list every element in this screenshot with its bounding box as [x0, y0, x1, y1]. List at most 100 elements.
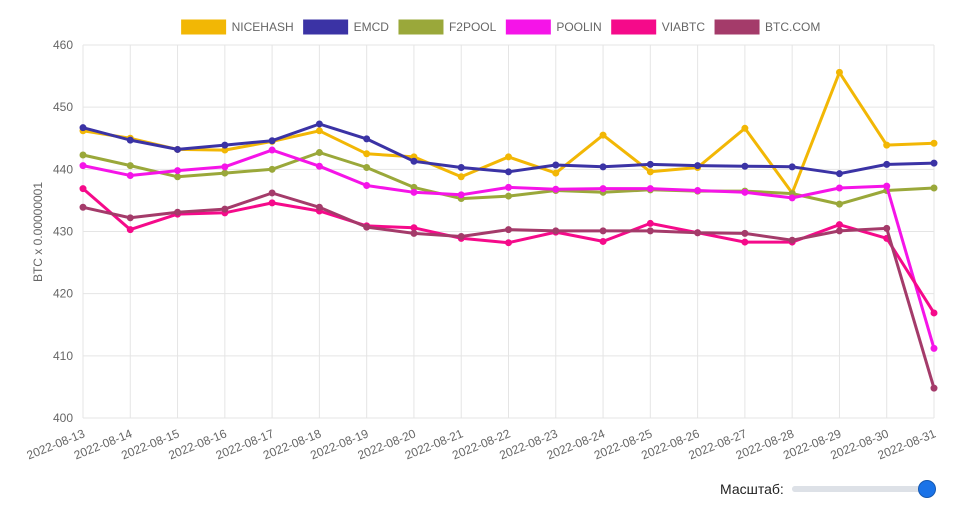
data-point[interactable]	[268, 199, 276, 207]
data-point[interactable]	[552, 169, 560, 177]
data-point[interactable]	[552, 227, 560, 235]
data-point[interactable]	[363, 223, 371, 231]
data-point[interactable]	[930, 309, 938, 317]
data-point[interactable]	[694, 229, 702, 237]
data-point[interactable]	[835, 170, 843, 178]
data-point[interactable]	[315, 120, 323, 128]
data-point[interactable]	[126, 136, 134, 144]
data-point[interactable]	[221, 169, 229, 177]
data-point[interactable]	[646, 160, 654, 168]
data-point[interactable]	[268, 165, 276, 173]
legend-label: NICEHASH	[232, 20, 294, 34]
legend-item[interactable]: EMCD	[303, 19, 390, 35]
data-point[interactable]	[883, 141, 891, 149]
data-point[interactable]	[835, 68, 843, 76]
data-point[interactable]	[930, 159, 938, 167]
data-point[interactable]	[457, 191, 465, 199]
data-point[interactable]	[268, 189, 276, 197]
data-point[interactable]	[363, 181, 371, 189]
data-point[interactable]	[505, 168, 512, 176]
data-point[interactable]	[457, 173, 465, 181]
y-tick-label: 410	[53, 349, 73, 363]
data-point[interactable]	[505, 239, 512, 247]
data-point[interactable]	[315, 203, 323, 211]
legend-item[interactable]: POOLIN	[505, 19, 602, 35]
data-point[interactable]	[505, 153, 512, 161]
data-point[interactable]	[457, 232, 465, 240]
legend-item[interactable]: BTC.COM	[714, 19, 820, 35]
data-point[interactable]	[694, 186, 702, 194]
data-point[interactable]	[741, 238, 749, 246]
data-point[interactable]	[883, 224, 891, 232]
y-tick-label: 430	[53, 225, 73, 239]
data-point[interactable]	[883, 160, 891, 168]
data-point[interactable]	[221, 163, 229, 171]
data-point[interactable]	[126, 172, 134, 180]
data-point[interactable]	[505, 183, 512, 191]
data-point[interactable]	[410, 229, 418, 237]
data-point[interactable]	[694, 162, 702, 170]
data-point[interactable]	[646, 219, 654, 227]
data-point[interactable]	[741, 229, 749, 237]
data-point[interactable]	[505, 192, 512, 200]
data-point[interactable]	[221, 141, 229, 149]
data-point[interactable]	[835, 227, 843, 235]
legend-swatch	[714, 19, 760, 35]
data-point[interactable]	[221, 205, 229, 213]
legend-label: POOLIN	[556, 20, 601, 34]
data-point[interactable]	[410, 157, 418, 165]
data-point[interactable]	[646, 185, 654, 193]
data-point[interactable]	[174, 145, 182, 153]
data-point[interactable]	[599, 237, 607, 245]
data-point[interactable]	[599, 227, 607, 235]
data-point[interactable]	[835, 221, 843, 229]
data-point[interactable]	[315, 149, 323, 157]
legend-item[interactable]: F2POOL	[398, 19, 497, 35]
data-point[interactable]	[410, 188, 418, 196]
data-point[interactable]	[126, 226, 134, 234]
data-point[interactable]	[268, 146, 276, 154]
zoom-slider-thumb[interactable]	[917, 480, 936, 498]
data-point[interactable]	[930, 344, 938, 352]
data-point[interactable]	[930, 184, 938, 192]
data-point[interactable]	[363, 135, 371, 143]
data-point[interactable]	[126, 162, 134, 170]
data-point[interactable]	[174, 167, 182, 175]
data-point[interactable]	[174, 173, 182, 181]
data-point[interactable]	[646, 227, 654, 235]
data-point[interactable]	[363, 150, 371, 158]
data-point[interactable]	[741, 124, 749, 132]
data-point[interactable]	[174, 208, 182, 216]
data-point[interactable]	[315, 162, 323, 170]
zoom-slider[interactable]	[791, 480, 936, 498]
legend-item[interactable]: NICEHASH	[181, 19, 294, 35]
data-point[interactable]	[741, 188, 749, 196]
data-point[interactable]	[79, 124, 87, 132]
data-point[interactable]	[788, 163, 796, 171]
data-point[interactable]	[788, 236, 796, 244]
data-point[interactable]	[835, 184, 843, 192]
data-point[interactable]	[79, 203, 87, 211]
data-point[interactable]	[126, 214, 134, 222]
data-point[interactable]	[646, 168, 654, 176]
data-point[interactable]	[599, 131, 607, 139]
data-point[interactable]	[315, 127, 323, 135]
data-point[interactable]	[835, 200, 843, 208]
data-point[interactable]	[930, 384, 938, 392]
data-point[interactable]	[363, 163, 371, 171]
data-point[interactable]	[930, 139, 938, 147]
data-point[interactable]	[79, 151, 87, 159]
data-point[interactable]	[552, 161, 560, 169]
data-point[interactable]	[505, 226, 512, 234]
data-point[interactable]	[883, 182, 891, 190]
legend-item[interactable]: VIABTC	[611, 19, 706, 35]
data-point[interactable]	[599, 185, 607, 193]
data-point[interactable]	[788, 194, 796, 202]
data-point[interactable]	[79, 162, 87, 170]
data-point[interactable]	[268, 137, 276, 145]
data-point[interactable]	[552, 185, 560, 193]
data-point[interactable]	[741, 162, 749, 170]
data-point[interactable]	[599, 163, 607, 171]
data-point[interactable]	[457, 163, 465, 171]
data-point[interactable]	[79, 185, 87, 193]
